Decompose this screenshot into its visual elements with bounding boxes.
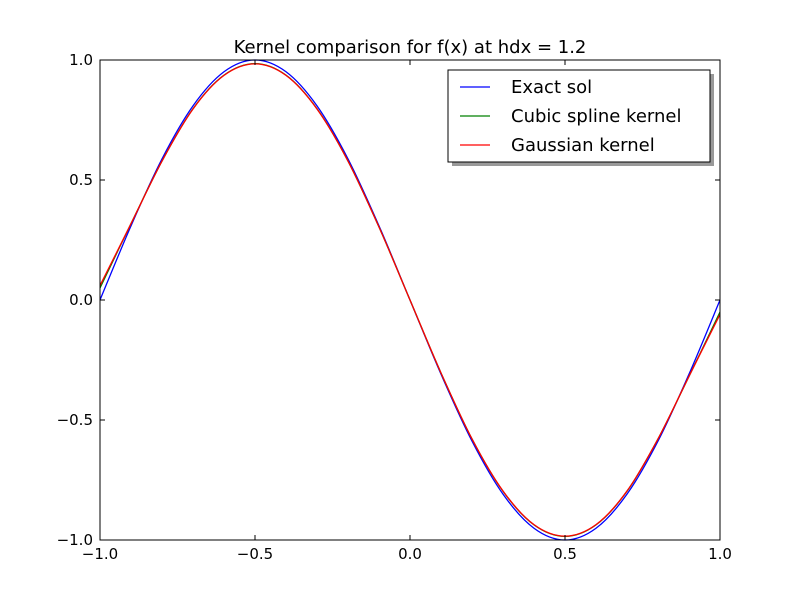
y-tick-label: 0.5	[69, 171, 93, 189]
legend-label-exact: Exact sol	[511, 77, 592, 98]
ticks-layer: −1.0 −0.5 0.0 0.5 1.0 −1.0 −0.5 0.0 0.5 1.0	[57, 51, 732, 563]
y-tick-label: −1.0	[57, 531, 93, 549]
legend-box	[447, 69, 711, 163]
legend-label-gaussian: Gaussian kernel	[511, 135, 655, 156]
x-tick-label: 0.0	[398, 545, 422, 563]
chart-title: Kernel comparison for f(x) at hdx = 1.2	[234, 37, 587, 58]
y-tick-label: 0.0	[69, 291, 93, 309]
x-tick-label: −0.5	[237, 545, 273, 563]
series-line-gaussian-kernel	[99, 63, 721, 537]
x-tick-label: 1.0	[708, 545, 732, 563]
x-tick-label: −1.0	[82, 545, 118, 563]
y-tick-label: 1.0	[69, 51, 93, 69]
x-tick-label: 0.5	[553, 545, 577, 563]
y-tick-label: −0.5	[57, 411, 93, 429]
legend-label-cubic: Cubic spline kernel	[511, 106, 681, 127]
series-layer	[99, 59, 721, 541]
legend: Exact sol Cubic spline kernel Gaussian k…	[447, 69, 714, 166]
